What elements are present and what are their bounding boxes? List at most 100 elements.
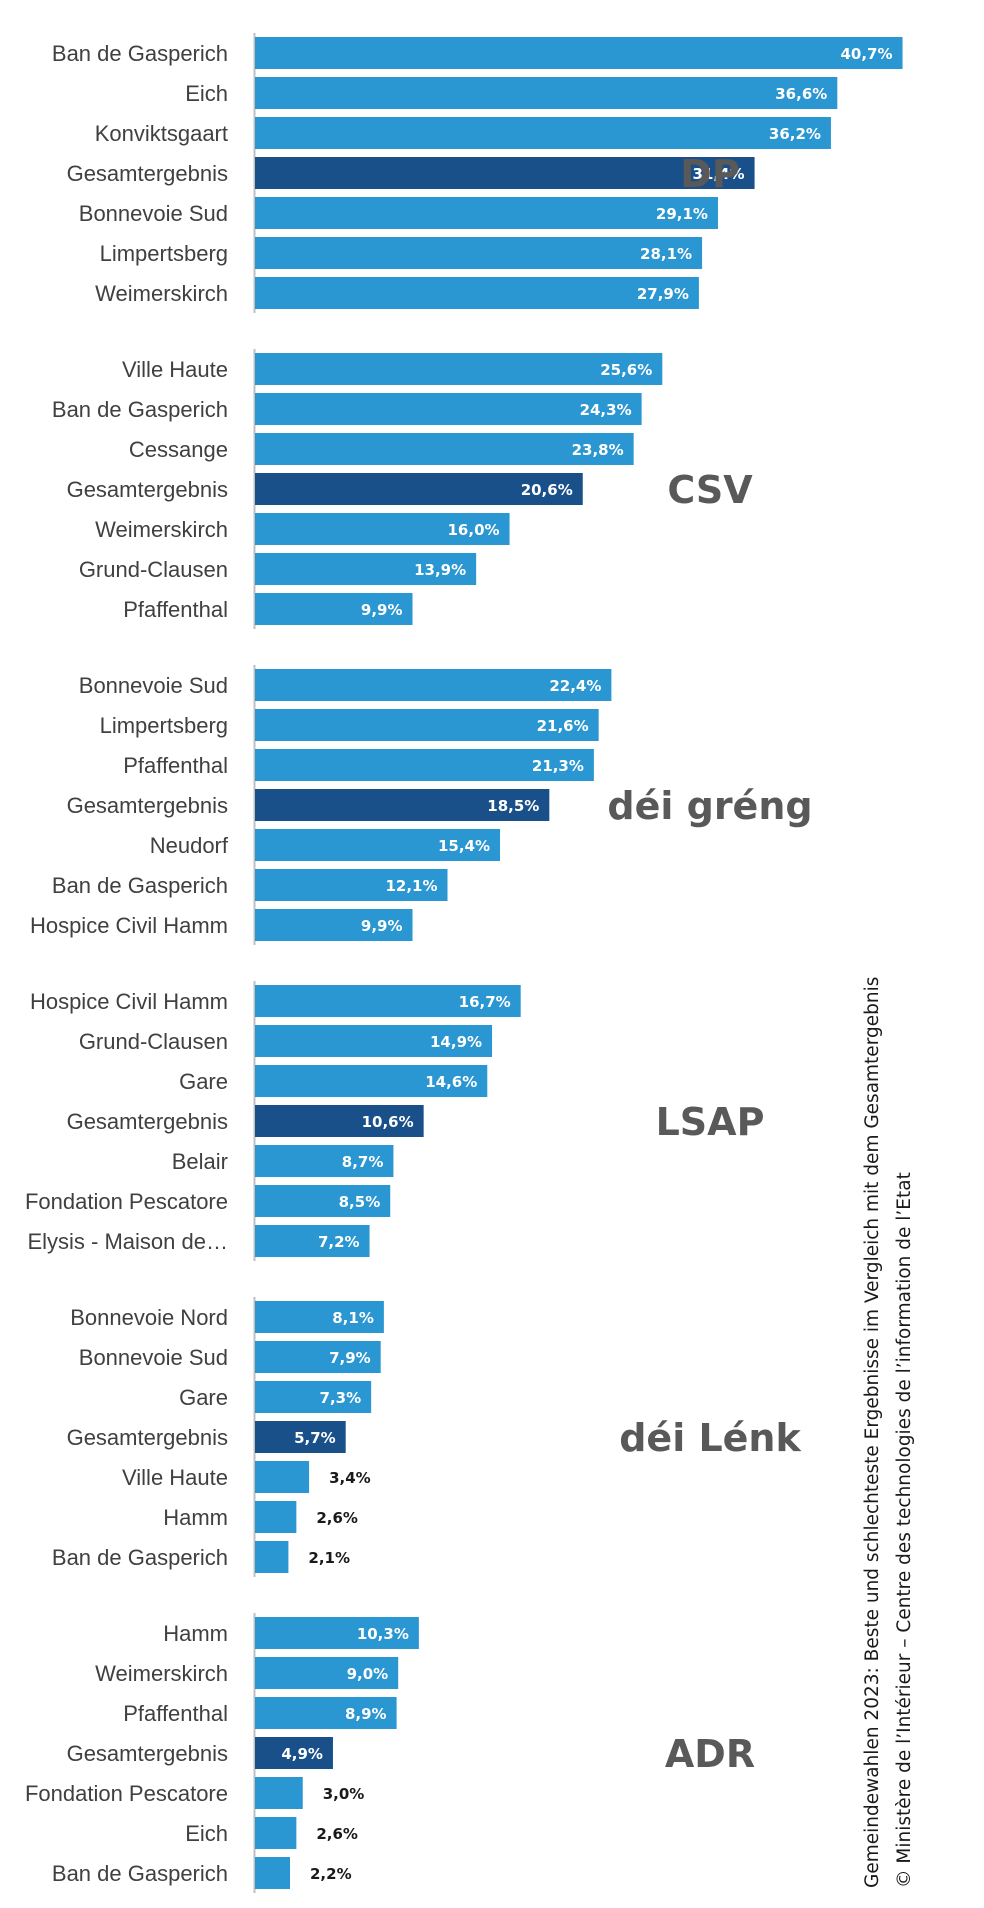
category-label: Weimerskirch	[95, 281, 228, 306]
panel-5: Hamm 10,3% Weimerskirch 9,0% Pfaffenthal 8,9%…	[25, 1613, 755, 1893]
bar-total	[255, 789, 550, 821]
value-label: 10,3%	[357, 1625, 409, 1643]
category-label-total: Gesamtergebnis	[67, 477, 228, 502]
value-label: 3,4%	[329, 1469, 371, 1487]
panel-3: Hospice Civil Hamm 16,7% Grund-Clausen 14,9…	[25, 981, 764, 1261]
bar	[255, 393, 642, 425]
value-label: 14,6%	[425, 1073, 477, 1091]
panel-4: Bonnevoie Nord 8,1% Bonnevoie Sud 7,9% Gare 7…	[52, 1297, 801, 1577]
bar	[255, 1185, 391, 1217]
bar	[255, 1461, 310, 1493]
category-label: Hamm	[163, 1621, 228, 1646]
category-label: Weimerskirch	[95, 1661, 228, 1686]
value-label: 28,1%	[640, 245, 692, 263]
value-label: 15,4%	[438, 837, 490, 855]
bar-total	[255, 1737, 333, 1769]
bar	[255, 829, 501, 861]
category-label: Gare	[179, 1069, 228, 1094]
bar	[255, 1501, 297, 1533]
category-label: Limpertsberg	[100, 241, 228, 266]
bar	[255, 197, 718, 229]
value-label: 16,7%	[459, 993, 511, 1011]
value-label: 8,5%	[339, 1193, 381, 1211]
bar	[255, 1857, 291, 1889]
value-label: 7,3%	[320, 1389, 362, 1407]
bar	[255, 869, 448, 901]
category-label-total: Gesamtergebnis	[67, 1741, 228, 1766]
party-name: déi gréng	[607, 784, 812, 828]
value-label: 2,2%	[310, 1865, 352, 1883]
category-label: Grund-Clausen	[79, 1029, 228, 1054]
panel-2: Bonnevoie Sud 22,4% Limpertsberg 21,6% Pfaff…	[30, 665, 813, 945]
category-label: Belair	[172, 1149, 228, 1174]
bar	[255, 37, 903, 69]
value-label: 5,7%	[294, 1429, 336, 1447]
category-label: Ville Haute	[122, 357, 228, 382]
category-label: Ville Haute	[122, 1465, 228, 1490]
value-label: 14,9%	[430, 1033, 482, 1051]
category-label: Bonnevoie Sud	[79, 673, 228, 698]
value-label: 4,9%	[281, 1745, 323, 1763]
value-label: 9,0%	[347, 1665, 389, 1683]
bar	[255, 593, 413, 625]
bar-total	[255, 157, 755, 189]
category-label: Ban de Gasperich	[52, 873, 228, 898]
category-label-total: Gesamtergebnis	[67, 161, 228, 186]
category-label: Konviktsgaart	[95, 121, 228, 146]
value-label: 29,1%	[656, 205, 708, 223]
category-label-total: Gesamtergebnis	[67, 793, 228, 818]
category-label: Bonnevoie Sud	[79, 201, 228, 226]
bar	[255, 749, 594, 781]
category-label: Pfaffenthal	[123, 753, 228, 778]
bar	[255, 353, 663, 385]
bar-total	[255, 1421, 346, 1453]
bar	[255, 1225, 370, 1257]
value-label: 22,4%	[549, 677, 601, 695]
bar-total	[255, 1105, 424, 1137]
value-label: 36,6%	[775, 85, 827, 103]
bar	[255, 1697, 397, 1729]
party-name: DP	[680, 152, 739, 196]
bar	[255, 1341, 381, 1373]
chart-panels: Ban de Gasperich 40,7% Eich 36,6% Konviktsga…	[25, 33, 903, 1893]
party-name: LSAP	[656, 1100, 765, 1144]
category-label: Fondation Pescatore	[25, 1189, 228, 1214]
value-label: 18,5%	[487, 797, 539, 815]
bar	[255, 909, 413, 941]
category-label-total: Gesamtergebnis	[67, 1425, 228, 1450]
value-label: 7,9%	[329, 1349, 371, 1367]
value-label: 31,4%	[693, 165, 745, 183]
category-label: Hospice Civil Hamm	[30, 989, 228, 1014]
bar	[255, 1145, 394, 1177]
panel-1: Ville Haute 25,6% Ban de Gasperich 24,3% Ces…	[52, 349, 753, 629]
category-label: Pfaffenthal	[123, 597, 228, 622]
value-label: 21,3%	[532, 757, 584, 775]
party-name: ADR	[665, 1732, 755, 1776]
bar	[255, 669, 612, 701]
party-name: CSV	[667, 468, 753, 512]
value-label: 40,7%	[840, 45, 892, 63]
bar	[255, 1657, 399, 1689]
category-label: Weimerskirch	[95, 517, 228, 542]
bar	[255, 277, 699, 309]
category-label: Grund-Clausen	[79, 557, 228, 582]
value-label: 2,6%	[316, 1509, 358, 1527]
bar	[255, 117, 831, 149]
bar	[255, 1381, 372, 1413]
value-label: 8,1%	[332, 1309, 374, 1327]
party-name: déi Lénk	[619, 1416, 801, 1460]
value-label: 2,6%	[316, 1825, 358, 1843]
category-label: Ban de Gasperich	[52, 1861, 228, 1886]
value-label: 12,1%	[385, 877, 437, 895]
category-label: Limpertsberg	[100, 713, 228, 738]
category-label: Neudorf	[150, 833, 229, 858]
value-label: 8,9%	[345, 1705, 387, 1723]
category-label: Pfaffenthal	[123, 1701, 228, 1726]
category-label: Bonnevoie Sud	[79, 1345, 228, 1370]
category-label: Ban de Gasperich	[52, 1545, 228, 1570]
value-label: 24,3%	[580, 401, 632, 419]
value-label: 21,6%	[537, 717, 589, 735]
value-label: 36,2%	[769, 125, 821, 143]
chart-caption: Gemeindewahlen 2023: Beste und schlechte…	[862, 977, 883, 1888]
